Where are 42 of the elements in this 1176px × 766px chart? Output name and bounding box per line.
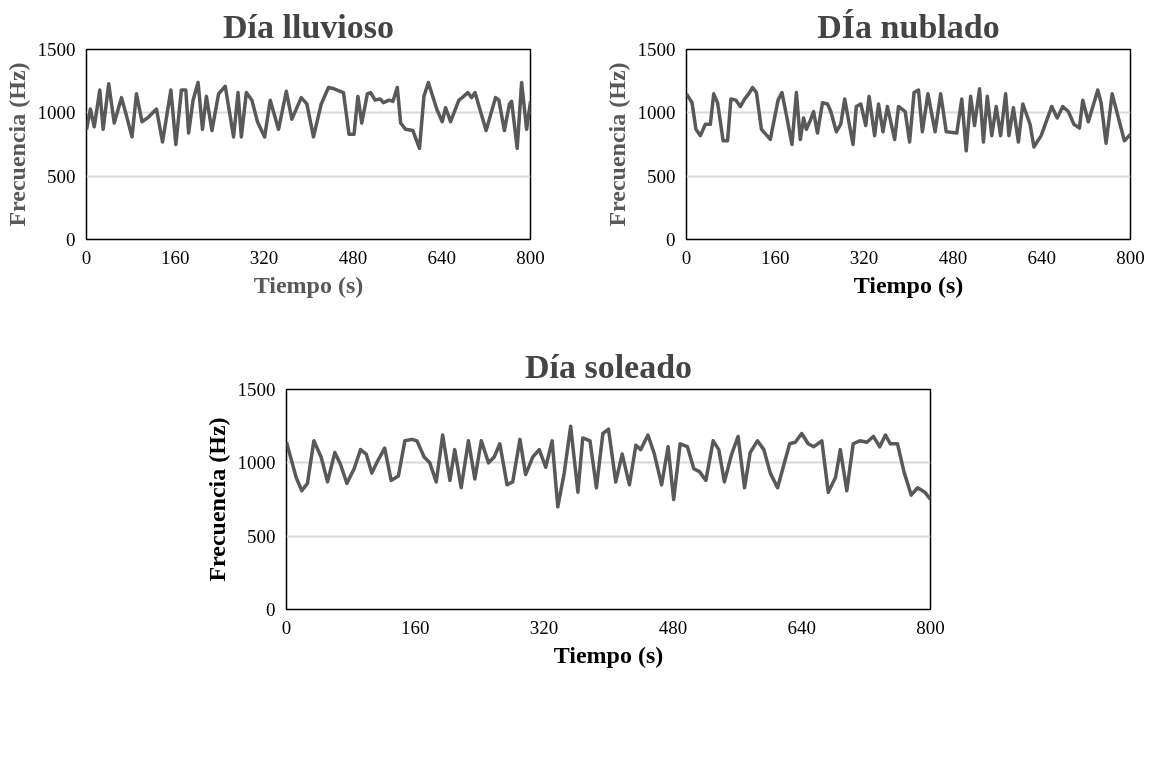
y-tick-label: 1500 [637,39,676,60]
line-series [686,85,1131,153]
y-tick-label: 1500 [37,39,76,60]
y-tick-label: 1500 [237,379,276,400]
x-tick-label: 320 [529,616,559,638]
y-tick-label: 0 [266,599,276,620]
chart-title: Día lluvioso [223,7,394,45]
x-tick-label: 480 [658,616,688,638]
chart-title: Día soleado [524,347,693,385]
y-tick-label: 500 [247,525,276,547]
x-tick-label: 480 [938,246,968,268]
y-tick-label: 1000 [37,102,76,124]
x-tick-label: 640 [787,616,816,638]
y-tick-label: 500 [647,165,676,187]
x-axis-title: Tiempo (s) [853,271,964,298]
x-tick-label: 320 [849,246,879,268]
x-tick-label: 160 [401,616,430,638]
x-tick-label: 320 [249,246,279,268]
x-tick-label: 640 [427,246,456,268]
y-axis-title: Frecuencia (Hz) [203,417,230,582]
line-series [286,424,931,509]
x-tick-label: 480 [338,246,368,268]
x-tick-label: 160 [761,246,790,268]
chart-title: DÍa nublado [817,7,1000,45]
x-tick-label: 800 [916,616,945,638]
y-tick-label: 1000 [237,452,276,474]
x-tick-label: 640 [1027,246,1056,268]
x-tick-label: 800 [1116,246,1145,268]
x-tick-label: 0 [81,246,92,268]
y-tick-label: 0 [666,229,676,250]
x-tick-label: 160 [161,246,190,268]
y-tick-label: 1000 [637,102,676,124]
x-axis-title: Tiempo (s) [253,271,364,298]
x-tick-label: 800 [516,246,545,268]
y-tick-label: 500 [47,165,76,187]
y-axis-title: Frecuencia (Hz) [3,62,30,227]
y-tick-label: 0 [66,229,76,250]
y-axis-title: Frecuencia (Hz) [603,62,630,227]
x-tick-label: 0 [281,616,292,638]
x-tick-label: 0 [681,246,692,268]
line-series [86,80,531,151]
x-axis-title: Tiempo (s) [553,641,664,668]
